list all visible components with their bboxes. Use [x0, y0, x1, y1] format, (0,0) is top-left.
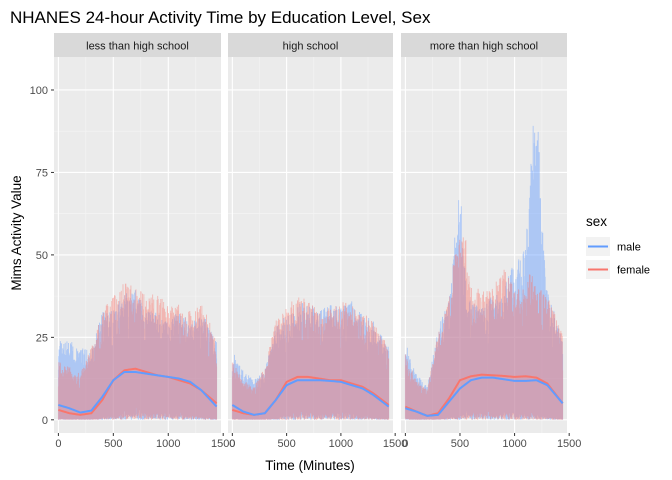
x-tick-label: 1500 [211, 438, 235, 450]
y-axis-title: Mims Activity Value [9, 175, 24, 290]
legend-title: sex [586, 214, 607, 229]
x-tick-label: 0 [402, 438, 408, 450]
x-tick-label: 500 [104, 438, 122, 450]
x-tick-label: 1000 [329, 438, 353, 450]
x-tick-label: 1500 [557, 438, 581, 450]
male-mean-line [231, 379, 390, 416]
facet-strip [401, 33, 567, 57]
facet-strip-label: more than high school [430, 41, 538, 53]
facet-strip [54, 33, 221, 57]
male-mean-line [58, 370, 218, 414]
y-tick-label: 100 [30, 85, 48, 97]
y-tick-label: 75 [36, 167, 48, 179]
x-tick-label: 0 [55, 438, 61, 450]
y-tick-label: 25 [36, 332, 48, 344]
x-tick-label: 1500 [383, 438, 407, 450]
female-mean-line [58, 367, 218, 416]
facet-panel: high school 0 500 1000 1500 [228, 33, 407, 450]
x-axis-title: Time (Minutes) [265, 458, 355, 473]
facet-panel: more than high school 0 500 1000 1500 [401, 33, 581, 450]
panel-data [57, 283, 218, 420]
facet-strip-label: less than high school [86, 41, 189, 53]
x-tick-label: 0 [229, 438, 235, 450]
male-mean-line [405, 376, 564, 417]
x-tick-label: 500 [277, 438, 295, 450]
legend-items: male female [586, 237, 650, 279]
female-range-ribbon [404, 237, 564, 420]
panel-data [404, 125, 564, 420]
legend-label-female: female [617, 265, 650, 277]
y-tick-label: 0 [42, 415, 48, 427]
legend-label-male: male [617, 242, 641, 254]
y-tick-label: 50 [36, 250, 48, 262]
male-range-ribbon [404, 125, 564, 420]
x-tick-label: 500 [451, 438, 469, 450]
male-range-ribbon [57, 290, 218, 420]
panel-data [231, 297, 390, 420]
chart-title: NHANES 24-hour Activity Time by Educatio… [10, 8, 431, 27]
panel-background [401, 57, 567, 433]
facet-panel: less than high school 0 500 1000 1500 [54, 33, 235, 450]
facet-strip [228, 33, 393, 57]
x-tick-label: 1000 [502, 438, 526, 450]
legend: sex male female [586, 214, 650, 279]
x-tick-label: 1000 [156, 438, 180, 450]
panel-background [228, 57, 393, 433]
y-axis: 0 25 50 75 100 [30, 85, 54, 427]
facet-strip-label: high school [283, 41, 339, 53]
